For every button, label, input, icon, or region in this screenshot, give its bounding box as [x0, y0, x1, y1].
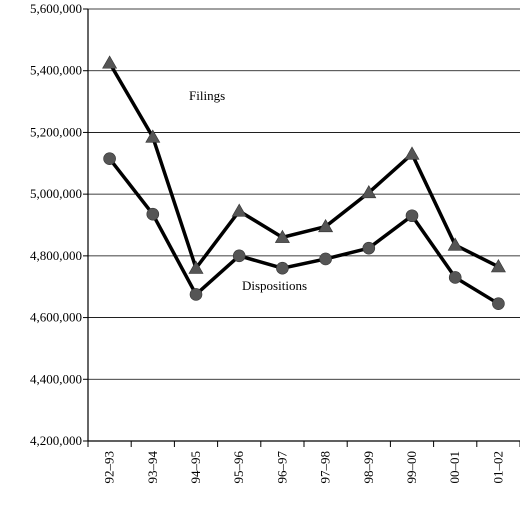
y-tick-label: 4,800,000: [30, 248, 82, 263]
point-dispositions: [232, 249, 246, 263]
x-tick-label: 94–95: [188, 451, 203, 484]
point-filings: [318, 218, 334, 233]
point-dispositions: [362, 241, 376, 255]
point-dispositions: [448, 271, 462, 284]
y-tick-label: 5,000,000: [30, 186, 82, 201]
x-tick-label: 95–96: [231, 451, 246, 484]
x-tick-label: 98–99: [361, 451, 376, 484]
x-tick-label: 93–94: [145, 451, 160, 484]
point-dispositions: [146, 207, 160, 221]
series-lines: [102, 55, 506, 310]
series-line-dispositions: [108, 157, 500, 306]
point-filings: [274, 229, 290, 243]
point-dispositions: [103, 152, 116, 165]
axes: 4,200,000 4,400,000 4,600,000 4,800,000 5,00…: [30, 1, 520, 484]
point-dispositions: [492, 297, 505, 310]
y-tick-label: 4,600,000: [30, 310, 82, 325]
point-dispositions: [319, 252, 332, 266]
y-tick-label: 5,600,000: [30, 1, 82, 16]
point-dispositions: [405, 209, 419, 223]
gridlines: [88, 8, 520, 380]
y-tick-label: 4,400,000: [30, 371, 82, 386]
point-dispositions: [276, 261, 289, 275]
x-tick-label: 00–01: [447, 451, 462, 484]
point-filings: [188, 260, 204, 274]
x-tick-label: 97–98: [318, 451, 333, 484]
labels: Filings Dispositions: [189, 88, 307, 293]
point-filings: [447, 237, 463, 251]
point-dispositions: [189, 288, 203, 301]
x-tick-label: 01–02: [490, 451, 505, 484]
series-label-dispositions: Dispositions: [242, 278, 307, 293]
point-filings: [404, 146, 420, 160]
x-tick-label: 92–93: [102, 451, 117, 484]
series-line-filings: [108, 62, 500, 272]
point-filings: [490, 259, 506, 273]
y-tick-label: 5,400,000: [30, 63, 82, 78]
point-filings: [145, 129, 161, 143]
x-tick-label: 96–97: [274, 451, 289, 484]
point-filings: [102, 55, 118, 69]
series-label-filings: Filings: [189, 88, 225, 103]
y-tick-label: 5,200,000: [30, 124, 82, 139]
x-tick-label: 99–00: [404, 451, 419, 484]
y-tick-label: 4,200,000: [30, 433, 82, 448]
point-filings: [361, 184, 377, 199]
point-filings: [231, 203, 247, 217]
